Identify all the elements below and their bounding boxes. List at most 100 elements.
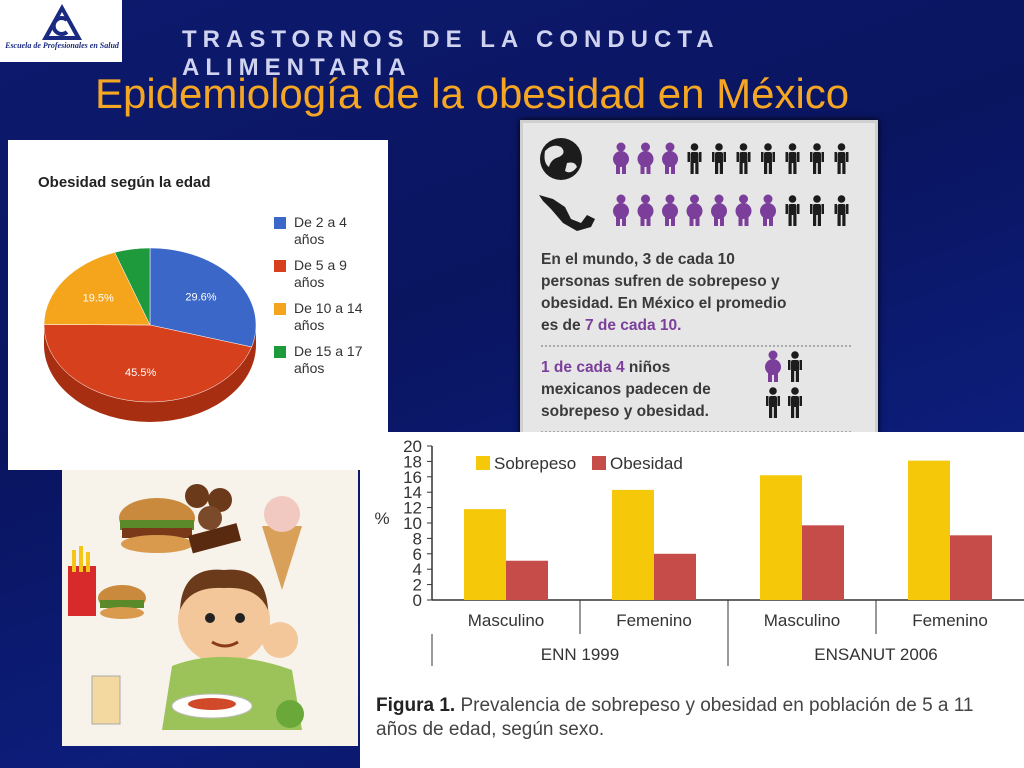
person-icon: [810, 143, 824, 174]
legend-label-line: De 15 a 17: [294, 343, 363, 359]
info-kids-line3: sobrepeso y obesidad.: [541, 403, 709, 420]
bar: [760, 475, 802, 600]
person-icon: [788, 387, 802, 418]
pie-chart-title: Obesidad según la edad: [38, 174, 211, 191]
person-icon: [613, 194, 629, 226]
bar-chart-panel: 0 2 4 6 8 10 12 14 16 18 20% Sobrepeso Obesidad Mascu…: [360, 432, 1024, 768]
pie-slice: [149, 247, 257, 348]
legend-swatch: [274, 303, 286, 315]
person-icon: [662, 194, 678, 226]
legend-label: De 15 a 17 años: [294, 343, 384, 377]
person-icon: [662, 142, 678, 174]
y-tick-label: 4: [413, 560, 422, 579]
bar: [802, 525, 844, 600]
person-icon: [788, 351, 802, 382]
y-tick-label: 20: [403, 437, 422, 456]
legend-label: De 5 a 9 años: [294, 257, 384, 291]
school-logo: Escuela de Profesionales en Salud: [0, 0, 122, 62]
pie-data-label: 29.6%: [185, 291, 216, 303]
pie-chart: 29.6% 45.5% 19.5%: [43, 247, 257, 422]
bar: [506, 560, 548, 600]
mexico-map-icon: [539, 195, 595, 231]
legend-label: De 10 a 14 años: [294, 300, 384, 334]
pie-data-label: 19.5%: [83, 292, 114, 304]
info-highlight-mexico: 7 de cada 10.: [584, 317, 682, 334]
person-icon: [761, 143, 775, 174]
caption-label: Figura 1.: [376, 695, 456, 716]
info-text-line1: En el mundo, 3 de cada 10: [541, 251, 735, 268]
legend-label-line: De 5 a 9: [294, 257, 347, 273]
info-kids-line1: 1 de cada 4 niños: [541, 357, 670, 379]
person-icon: [687, 143, 702, 174]
legend-label: De 2 a 4 años: [294, 214, 384, 248]
y-tick-label: 0: [413, 591, 422, 610]
person-icon: [785, 143, 800, 174]
bar-legend-swatch: [476, 456, 490, 470]
legend-label-line: De 2 a 4: [294, 214, 347, 230]
infographic-panel: En el mundo, 3 de cada 10 personas sufre…: [520, 120, 878, 458]
legend-swatch: [274, 217, 286, 229]
legend-swatch: [274, 260, 286, 272]
bar: [612, 489, 654, 600]
x-tick-label: Femenino: [616, 611, 692, 630]
person-icon: [637, 142, 654, 174]
x-tick-label: Masculino: [468, 611, 545, 630]
globe-icon: [540, 138, 582, 180]
legend-label-line: años: [294, 274, 325, 290]
legend-label-line: De 10 a 14: [294, 300, 363, 316]
legend-label-line: años: [294, 231, 325, 247]
legend-swatch: [274, 346, 286, 358]
info-text-line4: es de 7 de cada 10.: [541, 315, 681, 337]
bar: [464, 509, 506, 600]
info-highlight-kids: 1 de cada 4: [541, 359, 625, 376]
child-eating-icon: [68, 484, 304, 730]
pie-slice: [43, 324, 252, 403]
info-text-line4-a: es de: [541, 317, 585, 334]
person-icon: [613, 142, 629, 174]
y-tick-label: 10: [403, 514, 422, 533]
y-axis-label: %: [374, 509, 389, 528]
y-tick-label: 18: [403, 452, 422, 471]
bar-legend-label: Obesidad: [610, 454, 683, 473]
section-kicker: TRASTORNOS DE LA CONDUCTA ALIMENTARIA: [182, 26, 719, 81]
bar: [654, 553, 696, 600]
person-icon: [785, 195, 800, 226]
bar: [950, 535, 992, 600]
info-kids-line2: mexicanos padecen de: [541, 381, 711, 398]
person-icon: [736, 143, 751, 174]
person-icon: [760, 194, 776, 226]
pie-data-label: 45.5%: [125, 367, 156, 379]
person-icon: [766, 387, 780, 418]
pie-slice: [114, 247, 151, 326]
person-icon: [712, 143, 726, 174]
y-tick-label: 6: [413, 545, 422, 564]
page-title: Epidemiología de la obesidad en México: [95, 70, 850, 117]
x-group-label: ENSANUT 2006: [814, 645, 937, 664]
person-icon: [810, 195, 824, 226]
info-divider: [541, 345, 851, 347]
person-icon: [735, 194, 752, 226]
y-tick-label: 14: [403, 483, 422, 502]
person-icon: [637, 194, 654, 226]
legend-label-line: años: [294, 317, 325, 333]
pie-legend: De 2 a 4 años De 5 a 9 años De 10 a 14 años De…: [274, 214, 384, 394]
cartoon-illustration: [62, 470, 358, 746]
y-tick-label: 12: [403, 499, 422, 518]
bar: [908, 460, 950, 600]
y-tick-label: 8: [413, 529, 422, 548]
person-icon: [834, 143, 849, 174]
pie-chart-panel: Obesidad según la edad 29.6% 45.5% 19.5% D…: [8, 140, 388, 470]
person-icon: [686, 194, 703, 226]
bar-legend-swatch: [592, 456, 606, 470]
person-icon: [765, 350, 781, 382]
infographic-icons: [539, 138, 849, 231]
bar-legend-label: Sobrepeso: [494, 454, 576, 473]
caption-text: Prevalencia de sobrepeso y obesidad en p…: [376, 695, 974, 740]
legend-label-line: años: [294, 360, 325, 376]
x-group-label: ENN 1999: [541, 645, 619, 664]
x-tick-label: Femenino: [912, 611, 988, 630]
x-tick-label: Masculino: [764, 611, 841, 630]
y-tick-label: 16: [403, 468, 422, 487]
figure-caption: Figura 1. Prevalencia de sobrepeso y obe…: [376, 694, 1016, 742]
